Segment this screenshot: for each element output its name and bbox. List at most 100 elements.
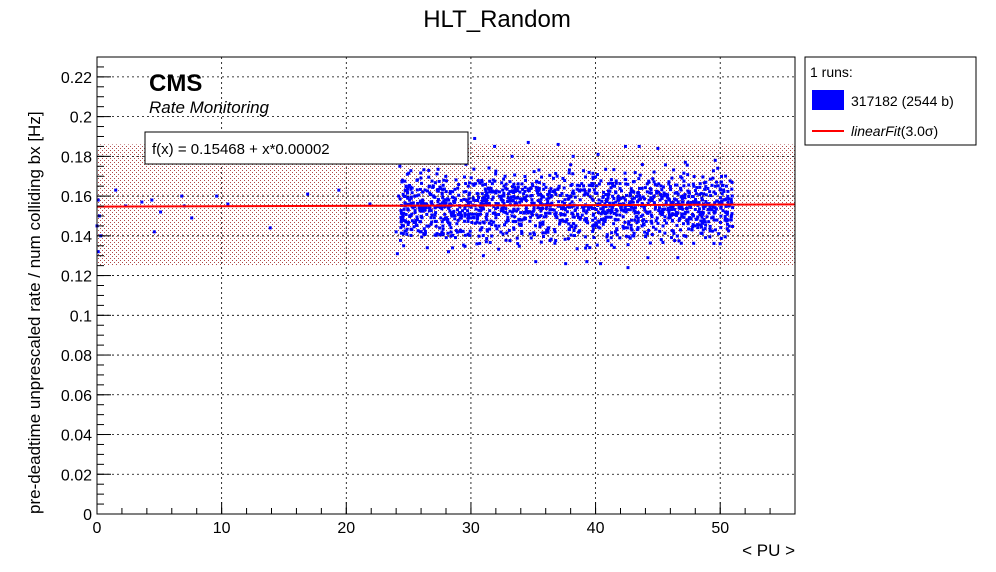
scatter-point <box>513 196 517 200</box>
scatter-point <box>433 181 437 185</box>
scatter-point <box>603 202 607 206</box>
scatter-point <box>643 197 647 201</box>
scatter-point <box>712 209 716 213</box>
scatter-point <box>523 175 527 179</box>
scatter-point <box>452 209 456 213</box>
scatter-point <box>587 207 591 211</box>
scatter-point <box>695 186 699 190</box>
scatter-point <box>492 220 496 224</box>
scatter-point <box>719 206 723 210</box>
scatter-point <box>415 215 419 219</box>
scatter-point <box>686 220 690 224</box>
scatter-point <box>618 182 622 186</box>
scatter-point <box>463 214 467 218</box>
scatter-point <box>591 175 595 179</box>
scatter-point <box>567 197 571 201</box>
scatter-point <box>502 184 506 188</box>
scatter-point <box>556 142 560 146</box>
scatter-point <box>704 193 708 197</box>
scatter-point <box>477 234 481 238</box>
scatter-point <box>606 215 610 219</box>
scatter-point <box>488 240 492 244</box>
scatter-point <box>516 185 520 189</box>
scatter-point <box>674 183 678 187</box>
scatter-point <box>429 216 433 220</box>
scatter-point <box>467 193 471 197</box>
scatter-point <box>673 207 677 211</box>
scatter-point <box>515 209 519 213</box>
scatter-point <box>604 198 608 202</box>
scatter-point <box>430 220 434 224</box>
scatter-point <box>490 234 494 238</box>
scatter-point <box>456 213 460 217</box>
legend-item-fit: linearFit(3.0σ) <box>851 123 938 139</box>
scatter-point <box>645 182 649 186</box>
scatter-point <box>655 191 659 195</box>
scatter-point <box>546 226 550 230</box>
scatter-point <box>654 219 658 223</box>
scatter-point <box>474 182 478 186</box>
scatter-point <box>529 236 533 240</box>
scatter-point <box>439 187 443 191</box>
scatter-point <box>566 237 570 241</box>
scatter-point <box>606 209 610 213</box>
scatter-point <box>423 229 427 233</box>
scatter-point <box>190 216 194 220</box>
scatter-point <box>408 202 412 206</box>
chart-title: HLT_Random <box>423 6 571 33</box>
scatter-point <box>719 214 723 218</box>
scatter-point <box>438 202 442 206</box>
scatter-point <box>433 219 437 223</box>
scatter-point <box>466 184 470 188</box>
scatter-point <box>455 230 459 234</box>
scatter-point <box>567 194 571 198</box>
scatter-point <box>544 211 548 215</box>
scatter-point <box>448 189 452 193</box>
scatter-point <box>406 202 410 206</box>
scatter-point <box>700 196 704 200</box>
scatter-point <box>557 185 561 189</box>
scatter-point <box>464 190 468 194</box>
scatter-point <box>508 180 512 184</box>
scatter-point <box>637 198 641 202</box>
scatter-point <box>676 211 680 215</box>
scatter-point <box>468 229 472 233</box>
scatter-point <box>572 192 576 196</box>
scatter-point <box>715 180 719 184</box>
scatter-point <box>513 173 517 177</box>
scatter-point <box>614 181 618 185</box>
scatter-point <box>711 215 715 219</box>
scatter-point <box>268 226 272 230</box>
scatter-point <box>723 217 727 221</box>
scatter-point <box>636 219 640 223</box>
scatter-point <box>609 236 613 240</box>
scatter-point <box>563 237 567 241</box>
scatter-point <box>504 220 508 224</box>
scatter-point <box>578 217 582 221</box>
scatter-point <box>468 200 472 204</box>
scatter-point <box>682 171 686 175</box>
scatter-point <box>715 199 719 203</box>
scatter-point <box>696 226 700 230</box>
scatter-point <box>480 226 484 230</box>
scatter-point <box>427 184 431 188</box>
scatter-point <box>674 213 678 217</box>
scatter-point <box>608 201 612 205</box>
scatter-point <box>414 220 418 224</box>
scatter-point <box>412 221 416 225</box>
scatter-point <box>627 222 631 226</box>
scatter-point <box>711 176 715 180</box>
scatter-point <box>494 216 498 220</box>
scatter-point <box>527 189 531 193</box>
scatter-point <box>542 235 546 239</box>
y-tick-label: 0.02 <box>61 467 92 484</box>
scatter-point <box>408 183 412 187</box>
scatter-point <box>620 189 624 193</box>
scatter-point <box>659 238 663 242</box>
scatter-point <box>434 224 438 228</box>
scatter-point <box>545 197 549 201</box>
scatter-point <box>649 196 653 200</box>
scatter-point <box>683 193 687 197</box>
scatter-point <box>723 210 727 214</box>
scatter-point <box>584 219 588 223</box>
